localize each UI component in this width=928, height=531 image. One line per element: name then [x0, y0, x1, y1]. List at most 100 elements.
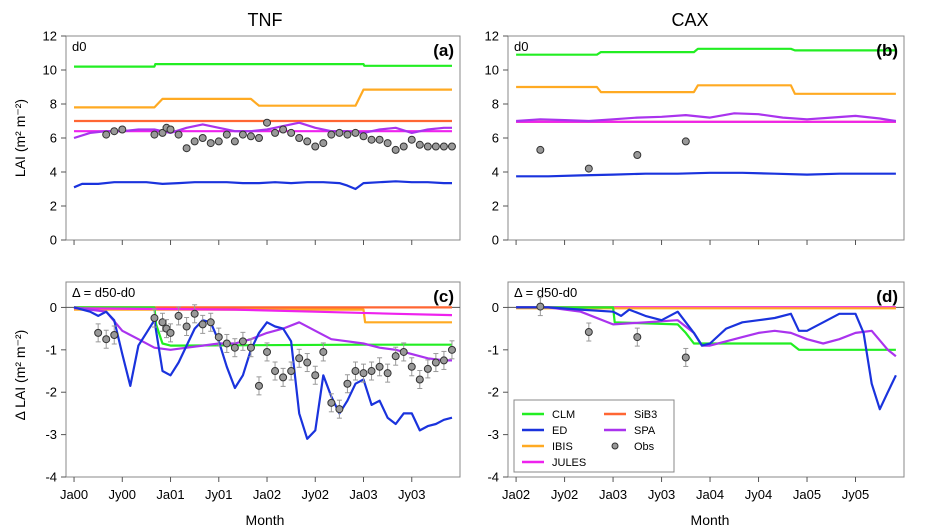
y-tick-label: 0 [50, 300, 57, 315]
legend-label: ED [552, 425, 567, 437]
legend-item-obs: Obs [611, 441, 655, 453]
obs-point [343, 379, 352, 388]
obs-point [311, 142, 320, 151]
series-clm-line [74, 306, 452, 347]
y-tick-label: 8 [492, 97, 499, 112]
series-ibis-line [74, 88, 452, 109]
x-tick-label: Jy02 [551, 487, 578, 502]
obs-point [271, 128, 280, 137]
obs-point [150, 130, 159, 139]
obs-point [351, 367, 360, 376]
x-tick-label: Ja05 [793, 487, 821, 502]
obs-point [287, 128, 296, 137]
obs-point [158, 128, 167, 137]
series-ed-line [516, 306, 897, 411]
obs-point [383, 139, 392, 148]
series-clm-line [516, 306, 896, 351]
obs-point [367, 367, 376, 376]
y-tick-label: 10 [43, 63, 57, 78]
obs-point [343, 130, 352, 139]
obs-point [351, 128, 360, 137]
legend-label: CLM [552, 409, 575, 421]
obs-point [190, 309, 199, 318]
panel-corner-label: Δ = d50-d0 [514, 285, 577, 300]
obs-point [407, 135, 416, 144]
legend-item-ed: ED [522, 425, 567, 437]
obs-point [174, 130, 183, 139]
legend-item-ibis: IBIS [522, 441, 573, 453]
y-tick-label: 0 [492, 233, 499, 248]
panel-label: (c) [433, 287, 454, 306]
column-title-tnf: TNF [248, 10, 283, 30]
series-jules-line [73, 307, 453, 317]
obs-point [271, 367, 280, 376]
obs-point [367, 135, 376, 144]
y-axis-title-top: LAI (m² m⁻²) [12, 99, 28, 177]
obs-point [254, 381, 263, 390]
x-tick-label: Jy05 [842, 487, 869, 502]
obs-point [174, 311, 183, 320]
obs-point [391, 145, 400, 154]
obs-point [319, 139, 328, 148]
y-tick-label: 6 [492, 131, 499, 146]
obs-point [447, 142, 456, 151]
obs-point [110, 330, 119, 339]
x-tick-label: Ja01 [156, 487, 184, 502]
y-tick-label: -4 [487, 470, 499, 485]
obs-point [633, 151, 642, 159]
legend-box [513, 399, 675, 473]
obs-point [359, 369, 368, 378]
y-tick-label: 0 [492, 300, 499, 315]
y-axis-title-bottom: Δ LAI (m² m⁻²) [12, 330, 28, 421]
x-tick-label: Ja03 [349, 487, 377, 502]
legend-label: JULES [552, 457, 586, 469]
obs-point [214, 137, 223, 146]
obs-point [375, 135, 384, 144]
obs-point [295, 354, 304, 363]
panel-corner-label: Δ = d50-d0 [72, 285, 135, 300]
panel-label: (d) [876, 287, 898, 306]
panel-c: -4 -3 -2 -1 0 Ja00 Jy00 Ja01 Jy01 Ja02 Jy02 Ja03 Jy0… [45, 281, 461, 502]
obs-point [182, 144, 191, 153]
obs-point [150, 314, 159, 323]
series-obs [102, 118, 456, 154]
x-tick-label: Jy04 [745, 487, 772, 502]
obs-point [536, 302, 545, 311]
series-spa-line [516, 112, 897, 123]
obs-point [254, 134, 263, 142]
panel-label: (b) [876, 41, 898, 60]
x-tick-label: Ja00 [60, 487, 88, 502]
obs-point [166, 125, 175, 134]
obs-point [166, 328, 175, 337]
series-spa-line [73, 121, 452, 140]
obs-point [238, 337, 247, 346]
obs-point [327, 130, 336, 139]
obs-point [415, 140, 424, 149]
x-axis-title-right: Month [691, 512, 730, 528]
x-tick-label: Jy03 [398, 487, 425, 502]
legend-item-spa: SPA [604, 425, 656, 437]
panel-b: 0 2 4 6 8 10 12 (b) d0 [485, 29, 905, 248]
legend-item-clm: CLM [522, 409, 575, 421]
x-tick-label: Jy03 [648, 487, 675, 502]
obs-point [431, 142, 440, 151]
obs-point [399, 142, 408, 151]
series-ed-line [516, 171, 896, 178]
obs-point [335, 128, 344, 137]
y-tick-label: -2 [45, 385, 57, 400]
obs-point [319, 347, 328, 356]
y-tick-label: 6 [50, 131, 57, 146]
column-title-cax: CAX [671, 10, 708, 30]
panel-a: 0 2 4 6 8 10 12 (a) d0 [43, 29, 461, 248]
y-tick-label: 12 [485, 29, 499, 44]
obs-point [407, 362, 416, 371]
x-tick-label: Ja02 [502, 487, 530, 502]
obs-point [110, 127, 119, 136]
obs-point [633, 333, 642, 342]
obs-point [222, 339, 231, 348]
obs-point [230, 137, 239, 146]
obs-point [295, 134, 304, 142]
obs-point [536, 145, 545, 154]
y-tick-label: -1 [487, 342, 499, 357]
